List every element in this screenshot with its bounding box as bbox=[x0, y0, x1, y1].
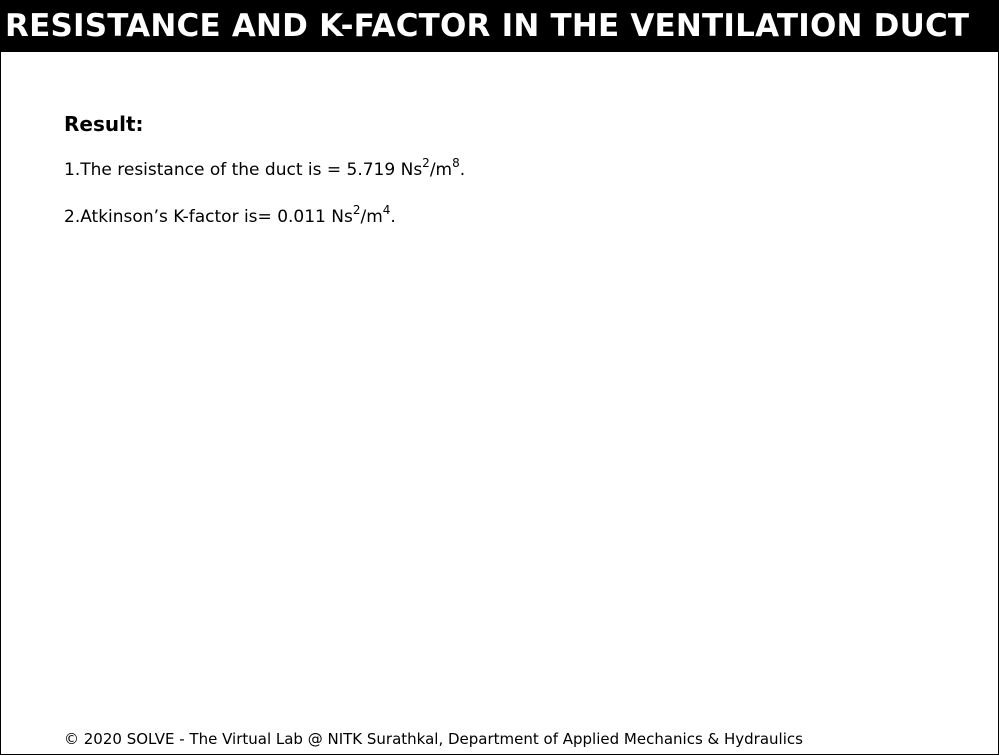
resistance-result-text: 1.The resistance of the duct is = 5.719 … bbox=[64, 160, 423, 180]
k-factor-unit-exponent-1: 2 bbox=[352, 203, 361, 217]
k-factor-unit-separator: /m bbox=[360, 207, 383, 227]
footer-copyright: © 2020 SOLVE - The Virtual Lab @ NITK Su… bbox=[64, 730, 803, 748]
page-title: RESISTANCE AND K-FACTOR IN THE VENTILATI… bbox=[5, 8, 970, 44]
title-bar: RESISTANCE AND K-FACTOR IN THE VENTILATI… bbox=[1, 1, 998, 52]
resistance-result: 1.The resistance of the duct is = 5.719 … bbox=[64, 156, 466, 181]
k-factor-result-period: . bbox=[390, 207, 396, 227]
resistance-unit-separator: /m bbox=[429, 160, 453, 180]
k-factor-unit-exponent-2: 4 bbox=[382, 203, 391, 217]
k-factor-result: 2.Atkinson’s K-factor is= 0.011 Ns2/m4. bbox=[64, 203, 396, 228]
resistance-unit-exponent-2: 8 bbox=[452, 156, 460, 170]
resistance-result-period: . bbox=[459, 160, 466, 180]
resistance-unit-exponent-1: 2 bbox=[422, 156, 430, 170]
result-heading: Result: bbox=[64, 112, 144, 136]
k-factor-result-text: 2.Atkinson’s K-factor is= 0.011 Ns bbox=[64, 207, 353, 227]
